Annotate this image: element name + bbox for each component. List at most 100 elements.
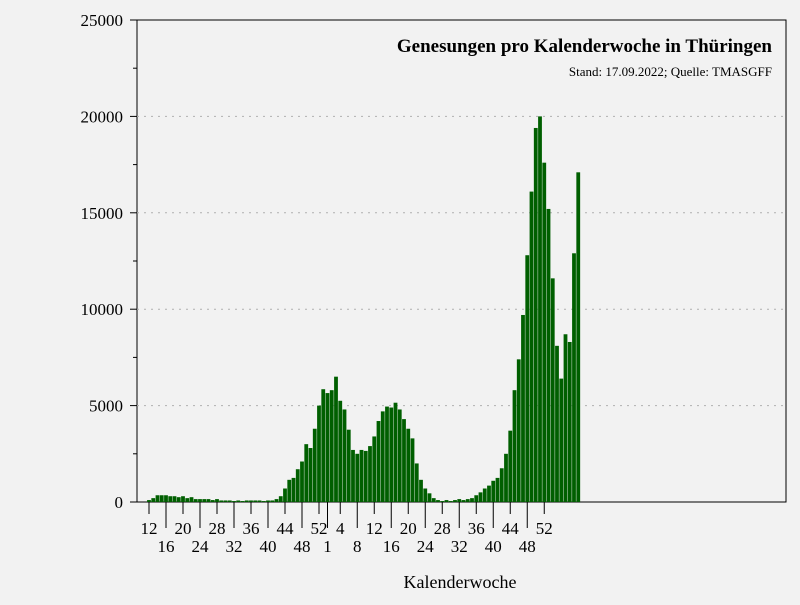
bar	[372, 436, 377, 502]
bar	[329, 390, 334, 502]
bar	[304, 444, 309, 502]
bar	[512, 390, 517, 502]
bar	[223, 500, 228, 502]
bar	[236, 500, 241, 502]
bar	[385, 406, 389, 502]
chart-title: Genesungen pro Kalenderwoche in Thüringe…	[397, 36, 773, 57]
bar	[346, 429, 351, 502]
bar	[342, 409, 347, 502]
x-tick-label: 52	[311, 519, 328, 538]
x-tick-label: 20	[175, 519, 192, 538]
bar	[227, 500, 232, 502]
bar	[312, 428, 317, 502]
bar	[419, 479, 423, 502]
y-tick-label: 20000	[81, 107, 124, 126]
bar	[482, 488, 487, 502]
bar	[266, 500, 270, 502]
bar	[576, 172, 581, 502]
bar	[215, 499, 219, 502]
bar	[572, 253, 576, 502]
bar	[440, 501, 445, 502]
y-axis: 0 5000 10000 15000 20000 25000	[81, 11, 137, 512]
y-tick-label: 10000	[81, 300, 124, 319]
bar	[436, 500, 440, 502]
bar	[283, 488, 287, 502]
bar	[198, 499, 202, 502]
bar	[406, 428, 411, 502]
bar	[474, 495, 479, 502]
bar	[461, 500, 466, 502]
bar	[380, 411, 385, 502]
bar	[164, 495, 168, 502]
x-axis-label: Kalenderwoche	[404, 572, 517, 592]
bar	[427, 493, 432, 502]
x-tick-label: 28	[209, 519, 226, 538]
bar	[414, 463, 419, 502]
gridlines	[137, 115, 786, 407]
bar	[521, 314, 525, 502]
bars	[147, 116, 581, 503]
bar	[317, 405, 321, 502]
bar	[147, 500, 151, 502]
x-tick-label: 32	[226, 537, 243, 556]
bar	[516, 359, 521, 502]
bar	[563, 334, 568, 502]
bar	[189, 497, 194, 502]
x-tick-label: 40	[260, 537, 277, 556]
bar	[274, 499, 279, 502]
bar	[325, 393, 330, 502]
bar	[291, 477, 296, 502]
bar	[542, 162, 547, 503]
bar	[538, 116, 542, 503]
bar	[402, 419, 406, 502]
bar	[533, 127, 538, 502]
y-tick-label: 0	[115, 493, 124, 512]
x-tick-label: 8	[353, 537, 362, 556]
bar	[470, 498, 474, 502]
y-tick-label: 25000	[81, 11, 124, 30]
bar	[567, 341, 572, 502]
y-tick-label: 5000	[89, 397, 123, 416]
x-tick-label: 52	[536, 519, 553, 538]
x-tick-label: 16	[383, 537, 400, 556]
x-tick-label: 36	[468, 519, 485, 538]
chart-subtitle: Stand: 17.09.2022; Quelle: TMASGFF	[569, 64, 772, 79]
bar	[261, 501, 266, 502]
bar	[270, 500, 275, 502]
bar	[431, 498, 436, 502]
bar	[210, 500, 215, 502]
bar	[249, 500, 253, 502]
x-tick-label: 32	[451, 537, 468, 556]
x-axis: 1216202428323640444852148121620242832364…	[141, 502, 553, 556]
x-tick-label: 44	[502, 519, 520, 538]
x-tick-label: 20	[400, 519, 417, 538]
bar	[529, 191, 534, 502]
bar	[363, 450, 368, 502]
x-tick-label: 40	[485, 537, 502, 556]
x-tick-label: 12	[366, 519, 383, 538]
bar	[300, 461, 304, 502]
bar	[278, 496, 283, 502]
x-tick-label: 36	[243, 519, 260, 538]
bar	[176, 497, 181, 502]
bar	[478, 492, 483, 502]
bar	[308, 448, 313, 502]
bar	[555, 345, 559, 502]
bar	[193, 499, 198, 502]
bar	[219, 500, 224, 502]
bar	[393, 402, 398, 502]
bar	[487, 485, 491, 502]
bar	[389, 407, 394, 502]
bar	[410, 438, 415, 502]
bar	[334, 376, 338, 502]
bar	[202, 499, 207, 502]
x-tick-label: 16	[158, 537, 175, 556]
bar	[504, 453, 508, 502]
bar	[453, 500, 457, 502]
x-tick-label: 48	[294, 537, 311, 556]
bar	[159, 495, 164, 502]
bar	[151, 498, 156, 502]
x-tick-label: 28	[434, 519, 451, 538]
bar	[168, 496, 173, 502]
